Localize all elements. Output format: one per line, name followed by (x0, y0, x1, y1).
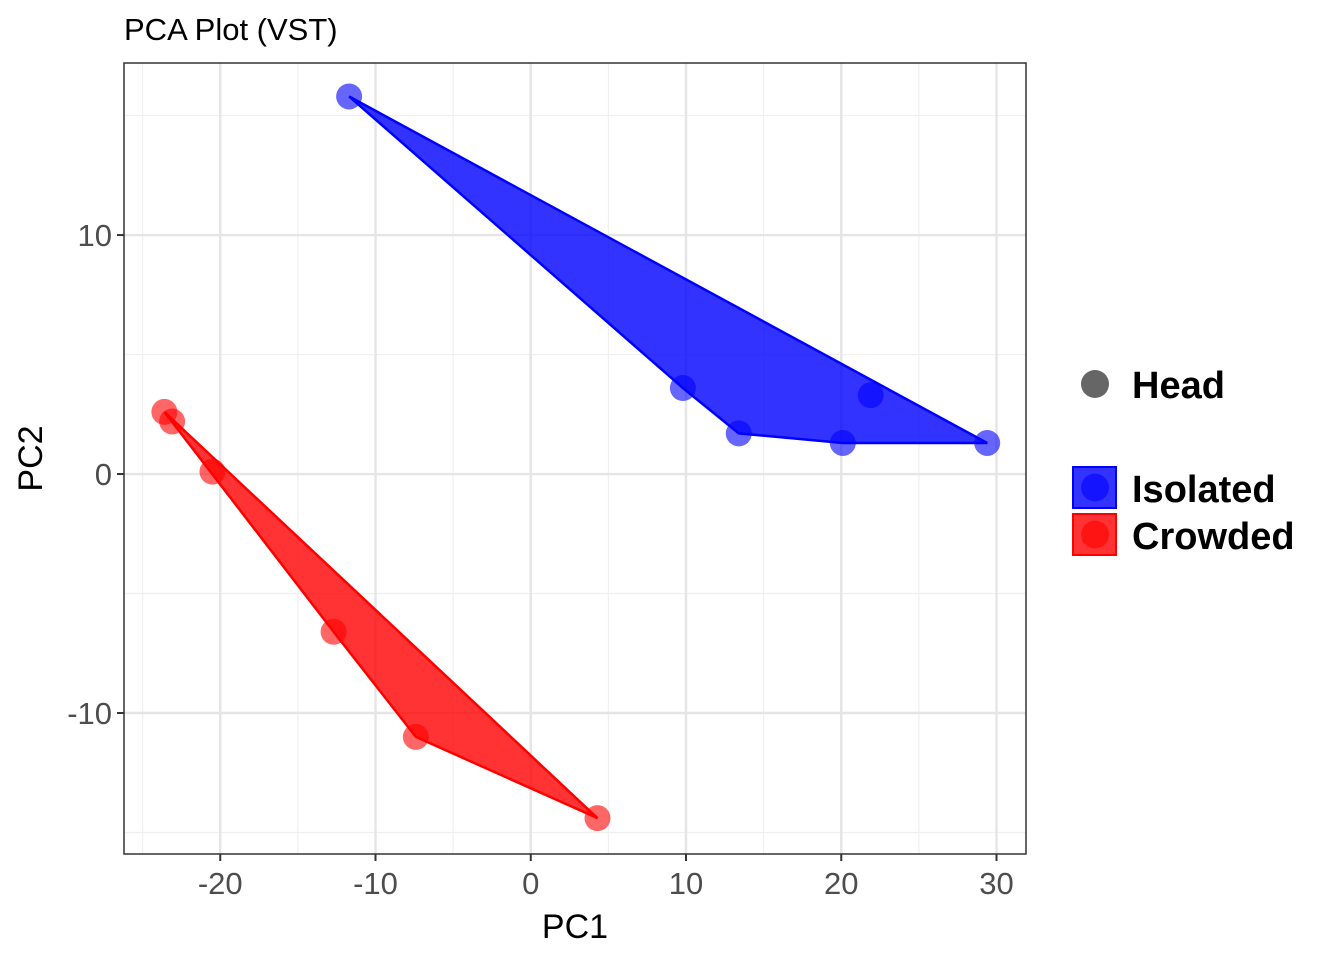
hull-isolated (348, 95, 988, 445)
x-tick-label: 0 (522, 866, 539, 901)
legend-label-crowded: Crowded (1132, 516, 1295, 558)
point-crowded (402, 723, 429, 750)
point-isolated (336, 83, 363, 110)
x-tick-label: 30 (979, 866, 1013, 901)
point-isolated (829, 429, 856, 456)
y-tick-label: -10 (67, 696, 112, 731)
legend-label-isolated: Isolated (1132, 469, 1276, 511)
x-tick-label: -20 (198, 866, 243, 901)
point-isolated (725, 420, 752, 447)
y-axis-label: PC2 (12, 425, 50, 491)
y-tick-label: 10 (78, 218, 112, 253)
legend-head-icon (1081, 370, 1109, 398)
point-isolated (974, 429, 1001, 456)
point-isolated (669, 375, 696, 402)
legend-point-isolated (1081, 473, 1109, 502)
panel-border (123, 62, 1027, 855)
x-tick-label: 10 (669, 866, 703, 901)
point-isolated (857, 382, 884, 409)
x-tick-label: -10 (353, 866, 398, 901)
legend-head-label: Head (1132, 365, 1225, 407)
legend-point-crowded (1081, 520, 1109, 549)
point-crowded (159, 408, 186, 435)
chart-title: PCA Plot (VST) (124, 12, 338, 47)
point-crowded (320, 618, 347, 645)
x-tick-label: 20 (824, 866, 858, 901)
x-axis-label: PC1 (542, 908, 608, 946)
y-tick-label: 0 (95, 457, 112, 492)
point-crowded (199, 458, 226, 485)
point-crowded (584, 805, 611, 832)
